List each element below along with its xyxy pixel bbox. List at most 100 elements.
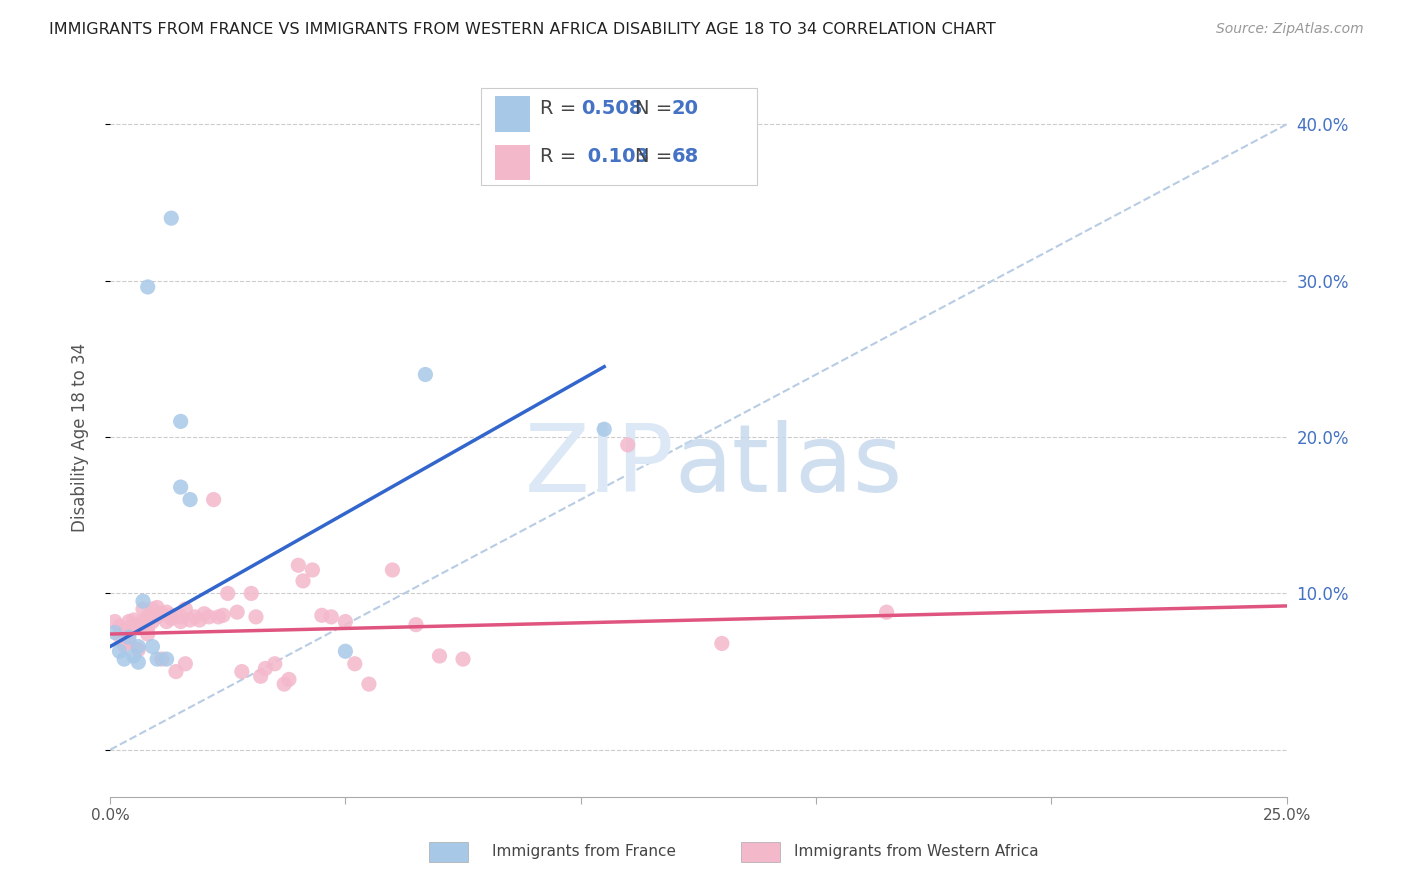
Point xyxy=(112,625,135,640)
Point xyxy=(335,644,357,658)
Point xyxy=(301,563,323,577)
Text: atlas: atlas xyxy=(675,420,903,512)
Point xyxy=(108,619,131,633)
Point xyxy=(321,610,343,624)
Point xyxy=(112,638,135,652)
Point xyxy=(343,657,366,671)
Point xyxy=(273,677,295,691)
Point xyxy=(136,621,159,635)
Point xyxy=(118,635,141,649)
Text: 0.103: 0.103 xyxy=(581,147,648,166)
Point xyxy=(169,615,191,629)
Point xyxy=(136,610,159,624)
Point xyxy=(179,492,201,507)
Point xyxy=(710,636,733,650)
Point xyxy=(112,624,135,638)
Point xyxy=(132,594,155,608)
Point xyxy=(146,652,169,666)
Point xyxy=(127,655,149,669)
Point xyxy=(127,640,149,654)
FancyBboxPatch shape xyxy=(481,88,758,186)
Point xyxy=(231,665,253,679)
Point xyxy=(122,613,145,627)
Point xyxy=(198,610,221,624)
Point xyxy=(207,610,229,624)
Point xyxy=(104,625,127,640)
Point xyxy=(169,480,191,494)
Point xyxy=(415,368,437,382)
Text: ZIP: ZIP xyxy=(526,420,675,512)
Point xyxy=(405,617,427,632)
Point xyxy=(184,610,207,624)
Y-axis label: Disability Age 18 to 34: Disability Age 18 to 34 xyxy=(72,343,89,532)
Point xyxy=(202,492,225,507)
Text: Immigrants from Western Africa: Immigrants from Western Africa xyxy=(794,845,1039,859)
Point xyxy=(212,608,235,623)
Point xyxy=(127,621,149,635)
Point xyxy=(193,607,215,621)
Point xyxy=(136,280,159,294)
Point xyxy=(104,615,127,629)
Point xyxy=(381,563,404,577)
Point xyxy=(132,615,155,629)
Point xyxy=(136,627,159,641)
Point xyxy=(593,422,616,436)
Point xyxy=(122,621,145,635)
Point xyxy=(263,657,285,671)
Point xyxy=(451,652,474,666)
Point xyxy=(118,615,141,629)
Point xyxy=(188,613,211,627)
Point xyxy=(876,605,898,619)
Point xyxy=(127,642,149,657)
Text: N =: N = xyxy=(634,147,678,166)
Point xyxy=(254,661,277,675)
Point xyxy=(179,613,201,627)
Text: Source: ZipAtlas.com: Source: ZipAtlas.com xyxy=(1216,22,1364,37)
Point xyxy=(146,610,169,624)
Point xyxy=(155,615,177,629)
FancyBboxPatch shape xyxy=(495,96,530,132)
Text: R =: R = xyxy=(540,99,582,118)
Point xyxy=(174,602,197,616)
Text: R =: R = xyxy=(540,147,582,166)
Point xyxy=(245,610,267,624)
Point xyxy=(108,629,131,643)
Text: 20: 20 xyxy=(671,99,699,118)
Point xyxy=(277,673,299,687)
Text: 0.508: 0.508 xyxy=(581,99,643,118)
Point xyxy=(616,438,638,452)
Point xyxy=(150,652,173,666)
Point xyxy=(118,630,141,644)
Point xyxy=(160,611,183,625)
Point xyxy=(429,648,451,663)
Point xyxy=(169,414,191,428)
Point xyxy=(132,602,155,616)
Point xyxy=(311,608,333,623)
Point xyxy=(335,615,357,629)
Point xyxy=(240,586,263,600)
Point xyxy=(150,607,173,621)
Point xyxy=(160,608,183,623)
Point xyxy=(118,625,141,640)
Point xyxy=(287,558,309,573)
Point xyxy=(155,652,177,666)
Text: N =: N = xyxy=(634,99,678,118)
Text: IMMIGRANTS FROM FRANCE VS IMMIGRANTS FROM WESTERN AFRICA DISABILITY AGE 18 TO 34: IMMIGRANTS FROM FRANCE VS IMMIGRANTS FRO… xyxy=(49,22,995,37)
Point xyxy=(165,665,187,679)
Text: 68: 68 xyxy=(671,147,699,166)
Point xyxy=(226,605,249,619)
Point xyxy=(127,617,149,632)
Point xyxy=(122,619,145,633)
Point xyxy=(108,644,131,658)
Point xyxy=(122,648,145,663)
Point xyxy=(292,574,315,588)
Point xyxy=(112,652,135,666)
Point xyxy=(357,677,380,691)
Point xyxy=(174,657,197,671)
Point xyxy=(160,211,183,226)
Point xyxy=(169,610,191,624)
Point xyxy=(141,640,163,654)
Point xyxy=(141,602,163,616)
FancyBboxPatch shape xyxy=(495,145,530,180)
Text: Immigrants from France: Immigrants from France xyxy=(492,845,676,859)
